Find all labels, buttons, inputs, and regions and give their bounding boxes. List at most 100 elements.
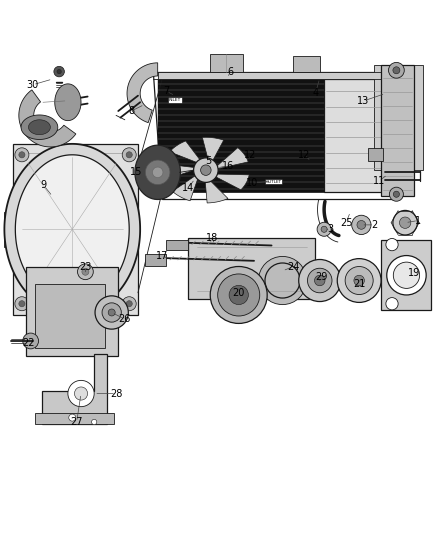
Text: 2: 2	[371, 220, 378, 230]
Polygon shape	[135, 145, 180, 199]
Circle shape	[314, 275, 325, 286]
Circle shape	[337, 259, 381, 302]
Polygon shape	[205, 179, 228, 203]
Circle shape	[194, 158, 218, 182]
Circle shape	[393, 67, 400, 74]
Circle shape	[145, 160, 170, 184]
Polygon shape	[158, 71, 385, 79]
Circle shape	[126, 152, 132, 158]
Polygon shape	[145, 254, 166, 265]
Text: 5: 5	[205, 156, 211, 166]
Circle shape	[15, 148, 29, 162]
Circle shape	[386, 297, 398, 310]
Polygon shape	[4, 144, 140, 314]
Text: 17: 17	[156, 251, 168, 261]
Circle shape	[393, 262, 420, 288]
Polygon shape	[26, 266, 118, 356]
Polygon shape	[217, 148, 248, 169]
Text: 21: 21	[353, 279, 365, 289]
Text: 4: 4	[312, 88, 318, 99]
Polygon shape	[166, 240, 188, 250]
Circle shape	[389, 62, 404, 78]
Polygon shape	[215, 174, 249, 190]
Text: 10: 10	[246, 178, 258, 188]
Circle shape	[152, 167, 163, 177]
Circle shape	[126, 301, 132, 307]
Circle shape	[74, 387, 88, 400]
Polygon shape	[28, 120, 50, 135]
Circle shape	[321, 226, 327, 232]
Circle shape	[69, 414, 76, 421]
Circle shape	[19, 301, 25, 307]
Text: 11: 11	[373, 176, 385, 186]
Circle shape	[108, 309, 115, 316]
Text: 8: 8	[128, 106, 134, 116]
Polygon shape	[162, 164, 194, 180]
Text: 6: 6	[227, 67, 233, 77]
Polygon shape	[173, 175, 198, 201]
Circle shape	[92, 419, 97, 425]
Circle shape	[201, 165, 211, 175]
Circle shape	[399, 217, 411, 229]
Text: 12: 12	[244, 150, 256, 160]
Circle shape	[19, 152, 25, 158]
Polygon shape	[293, 56, 320, 71]
Circle shape	[352, 215, 371, 235]
Circle shape	[317, 222, 331, 236]
Text: 26: 26	[119, 314, 131, 324]
Text: 18: 18	[206, 233, 219, 243]
Text: 22: 22	[22, 338, 35, 348]
Circle shape	[393, 191, 399, 197]
Polygon shape	[4, 212, 13, 247]
Polygon shape	[210, 54, 243, 71]
Circle shape	[393, 211, 417, 235]
Polygon shape	[15, 155, 129, 304]
Polygon shape	[188, 238, 315, 300]
Circle shape	[218, 274, 260, 316]
Text: 7: 7	[163, 86, 170, 96]
Circle shape	[345, 266, 373, 295]
Polygon shape	[35, 413, 114, 424]
Polygon shape	[55, 84, 81, 120]
Text: 9: 9	[41, 181, 47, 190]
Circle shape	[122, 297, 136, 311]
Polygon shape	[381, 240, 431, 310]
Circle shape	[389, 187, 403, 201]
Text: 19: 19	[408, 268, 420, 278]
Text: 23: 23	[79, 262, 92, 271]
Text: 30: 30	[27, 80, 39, 90]
Circle shape	[23, 333, 39, 349]
Text: 20: 20	[233, 288, 245, 298]
Circle shape	[102, 303, 121, 322]
Polygon shape	[35, 284, 105, 348]
Text: 28: 28	[110, 389, 122, 399]
Text: 15: 15	[130, 167, 142, 177]
Polygon shape	[127, 63, 158, 123]
Circle shape	[78, 264, 93, 280]
Circle shape	[354, 275, 364, 286]
Polygon shape	[19, 90, 76, 147]
Text: 1: 1	[415, 215, 421, 225]
Circle shape	[210, 266, 267, 324]
Polygon shape	[170, 141, 201, 163]
Circle shape	[258, 256, 307, 304]
Circle shape	[299, 260, 341, 302]
Text: 24: 24	[287, 262, 300, 271]
Text: 12: 12	[298, 150, 311, 160]
Polygon shape	[42, 354, 107, 424]
Circle shape	[95, 296, 128, 329]
Circle shape	[122, 148, 136, 162]
Circle shape	[357, 221, 366, 229]
Polygon shape	[324, 79, 385, 192]
Circle shape	[68, 381, 94, 407]
Text: OUTLET: OUTLET	[266, 180, 282, 184]
Polygon shape	[21, 115, 58, 140]
Polygon shape	[368, 148, 383, 161]
Text: 13: 13	[357, 96, 370, 106]
Text: INLET: INLET	[169, 98, 181, 102]
Text: 29: 29	[316, 272, 328, 282]
Text: 16: 16	[222, 161, 234, 171]
Circle shape	[54, 66, 64, 77]
Text: 27: 27	[71, 417, 83, 427]
Text: 3: 3	[328, 224, 334, 235]
